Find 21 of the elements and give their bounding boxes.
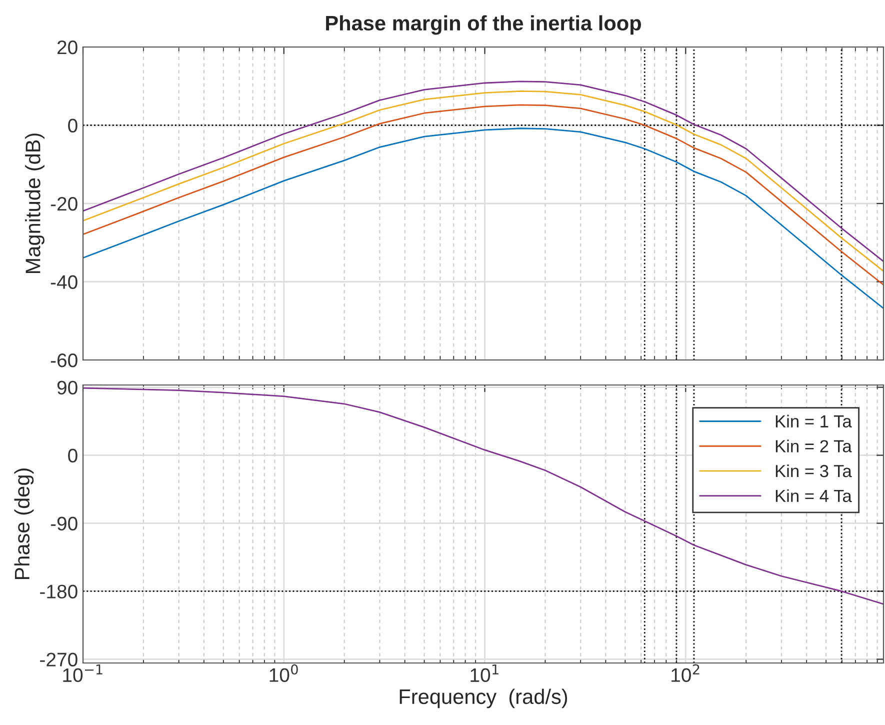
legend-label: Kin = 2 Ta — [776, 440, 852, 452]
x-tick-label: 10$^{2}$ — [672, 664, 700, 682]
y-tick-label: -60 — [50, 353, 78, 368]
chart-title: Phase margin of the inertia loop — [326, 15, 641, 35]
y-tick-label: -40 — [50, 275, 78, 289]
legend-label: Kin = 4 Ta — [776, 489, 852, 502]
y-axis-title: Phase (deg) — [14, 468, 34, 580]
y-axis-title: Magnitude (dB) — [25, 134, 44, 274]
y-tick-label: 0 — [68, 448, 78, 462]
y-tick-label: 20 — [57, 40, 78, 54]
x-axis-title: Frequency (rad/s) — [400, 688, 568, 708]
x-tick-label: 10$^{1}$ — [470, 664, 498, 682]
legend-label: Kin = 1 Ta — [776, 414, 852, 428]
y-tick-label: -270 — [40, 652, 78, 666]
y-tick-label: 0 — [68, 118, 78, 132]
y-tick-label: 90 — [57, 380, 78, 395]
y-tick-label: -180 — [40, 584, 78, 598]
x-tick-label: 10$^{0}$ — [270, 664, 298, 682]
y-tick-label: -20 — [50, 196, 78, 211]
legend-label: Kin = 3 Ta — [776, 464, 852, 478]
y-tick-label: -90 — [50, 516, 78, 530]
